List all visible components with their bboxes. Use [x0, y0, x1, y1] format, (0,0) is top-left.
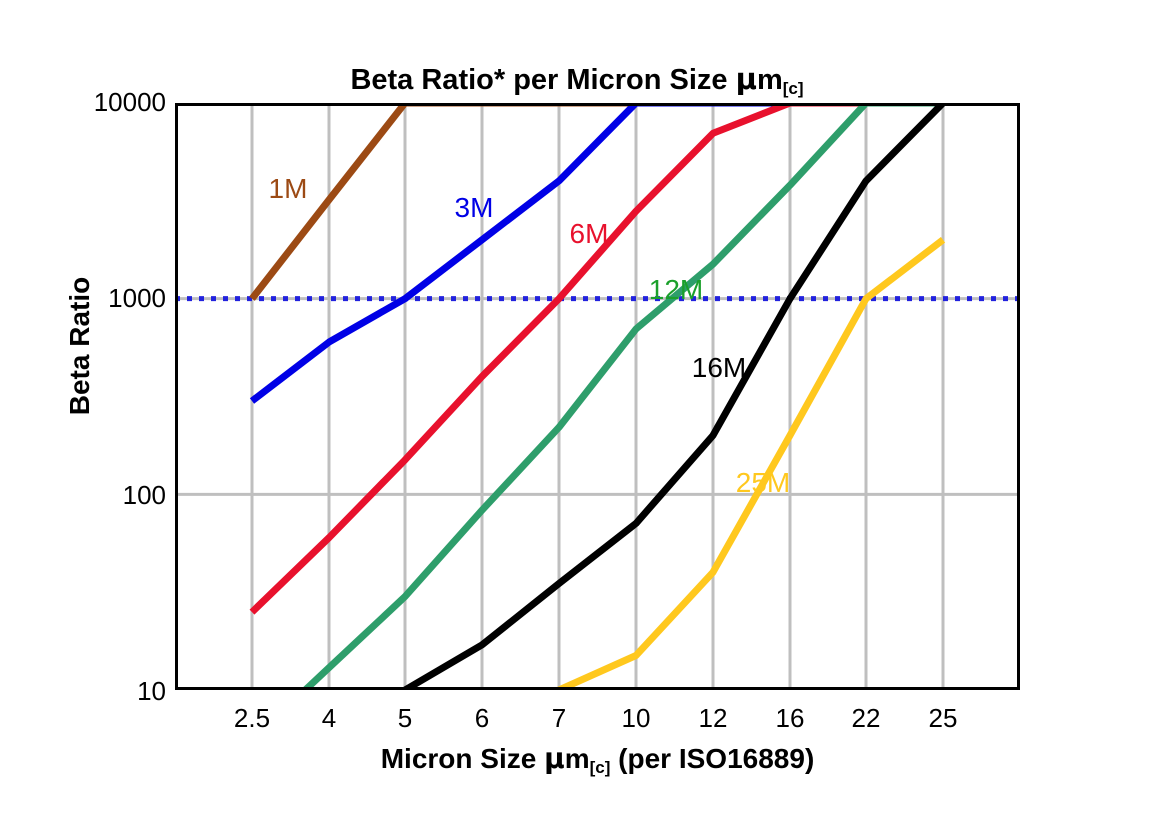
x-tick-12: 12	[698, 703, 728, 733]
plot-svg	[175, 103, 1020, 690]
series-line-3m	[249, 103, 943, 404]
x-axis-title-m: m	[564, 743, 590, 774]
x-tick-4: 4	[321, 703, 337, 733]
series-line-6m	[249, 103, 943, 615]
plot-area: 1M 3M 6M 12M 16M 25M	[175, 103, 1020, 690]
x-axis-title: Micron Size μm[c] (per ISO16889)	[175, 742, 1020, 778]
gridlines	[175, 103, 1020, 690]
y-tick-100: 100	[122, 480, 166, 510]
chart-title-mu: μ	[735, 62, 757, 96]
plot-border	[175, 103, 1020, 690]
series-lines	[249, 103, 946, 690]
series-label-12m: 12M	[648, 274, 704, 305]
chart-title: Beta Ratio* per Micron Size μm[c]	[0, 62, 1154, 99]
x-tick-25: 25	[928, 703, 958, 733]
y-axis-tick-labels: 10000 1000 100 10	[58, 0, 166, 820]
series-label-1m: 1M	[268, 173, 308, 204]
x-axis-tick-labels: 2.5 4 5 6 7 10 12 16 22 25	[175, 705, 1020, 745]
x-tick-7: 7	[551, 703, 567, 733]
x-tick-5: 5	[397, 703, 413, 733]
x-axis-title-sub: [c]	[589, 757, 611, 777]
x-tick-10: 10	[621, 703, 651, 733]
chart-title-sub: [c]	[782, 78, 804, 98]
y-tick-1000: 1000	[108, 283, 166, 313]
x-tick-16: 16	[775, 703, 805, 733]
series-label-16m: 16M	[691, 352, 747, 383]
x-axis-title-pre: Micron Size	[380, 743, 545, 774]
series-line-1m	[249, 103, 943, 301]
y-tick-10000: 10000	[93, 87, 166, 117]
series-line-25m	[557, 237, 946, 690]
x-tick-6: 6	[474, 703, 490, 733]
series-label-6m: 6M	[569, 218, 609, 249]
x-tick-2.5: 2.5	[233, 703, 271, 733]
y-axis-title: Beta Ratio	[64, 276, 95, 416]
series-label-3m: 3M	[454, 192, 494, 223]
x-axis-title-post: (per ISO16889)	[610, 743, 815, 774]
x-axis-title-mu: μ	[544, 742, 565, 775]
series-line-12m	[302, 103, 943, 690]
chart-title-m: m	[756, 64, 783, 96]
series-line-16m	[403, 103, 946, 690]
y-tick-10: 10	[137, 676, 166, 706]
x-tick-22: 22	[851, 703, 881, 733]
series-label-25m: 25M	[735, 467, 791, 498]
chart-title-text: Beta Ratio* per Micron Size	[350, 64, 736, 96]
